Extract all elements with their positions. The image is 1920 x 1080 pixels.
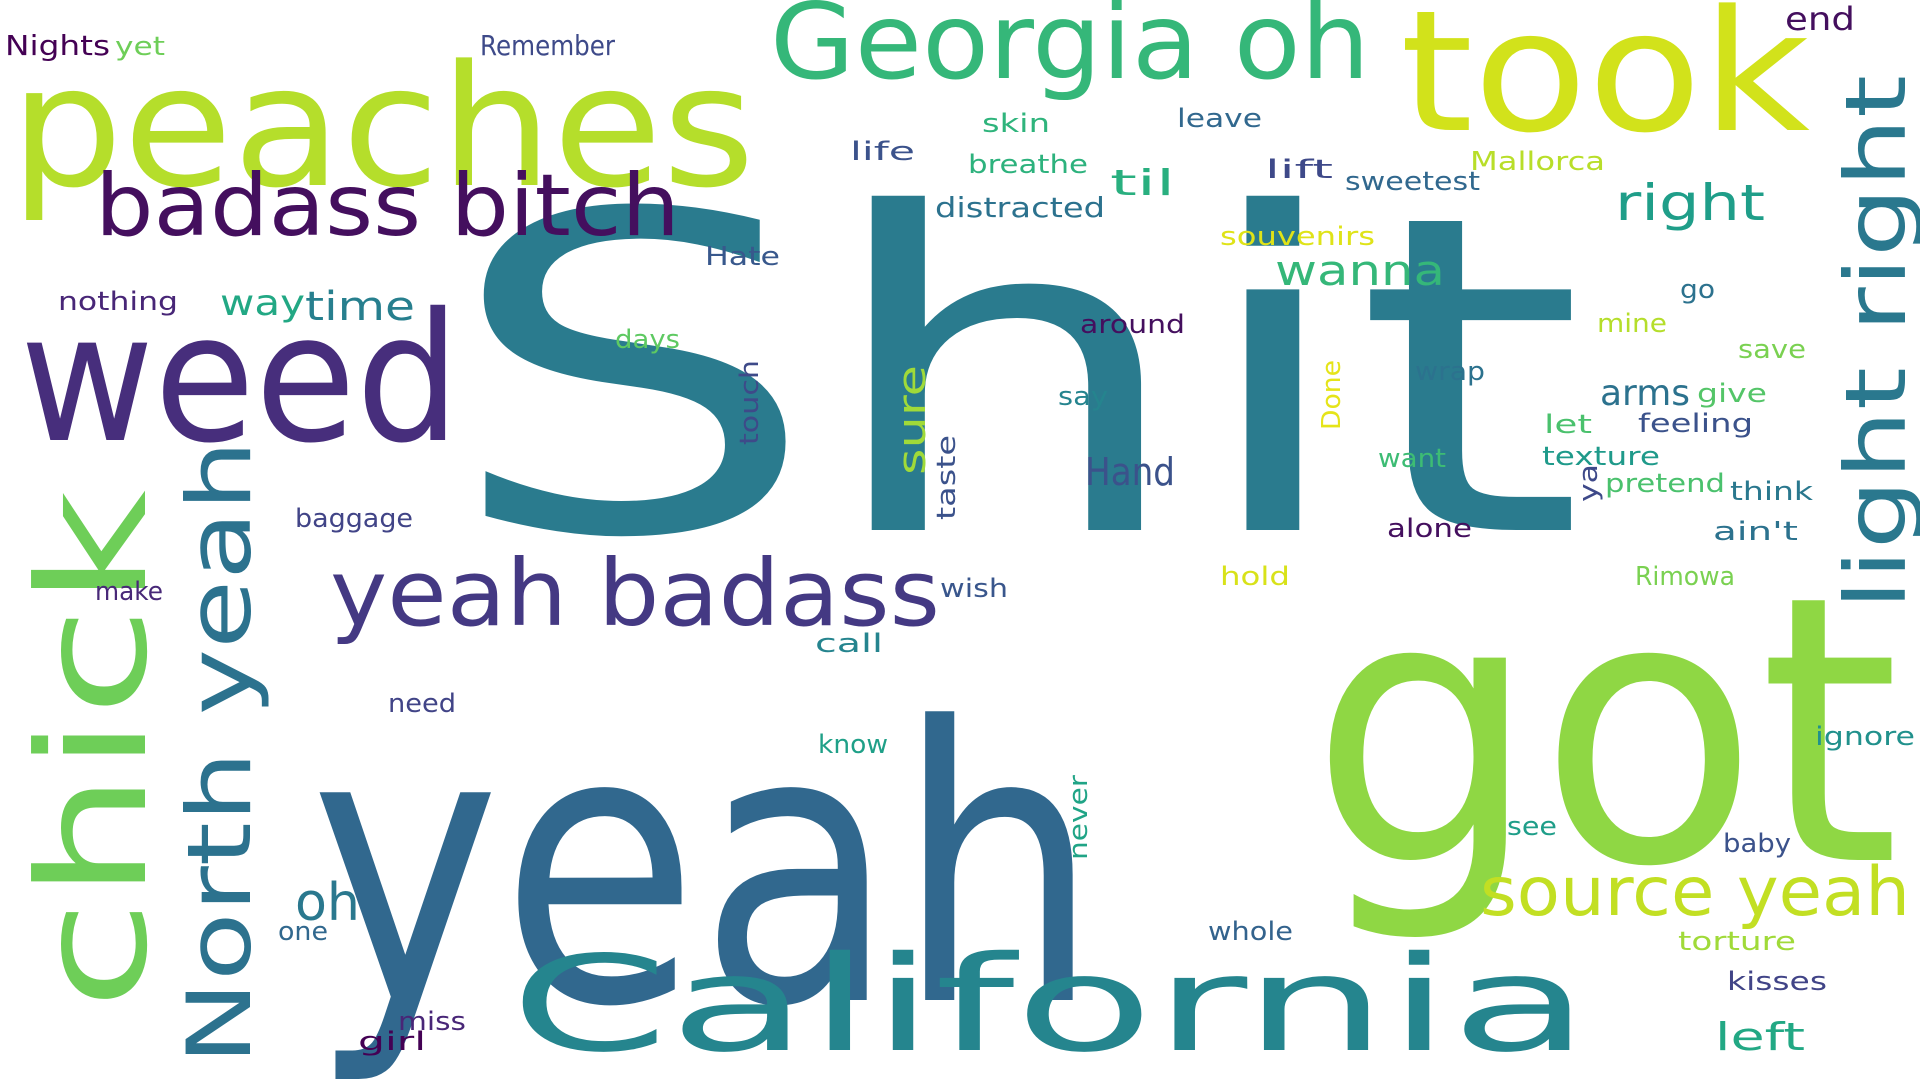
word-yeah-badass: yeah badass (330, 540, 940, 647)
word-source-yeah: source yeah (1480, 853, 1910, 932)
word-sure: sure (890, 365, 934, 475)
word-nights: Nights (5, 29, 110, 62)
word-wish: wish (940, 574, 1008, 604)
word-taste: taste (932, 435, 962, 520)
word-breathe: breathe (968, 150, 1088, 180)
word-never: never (1064, 775, 1094, 860)
word-rimowa: Rimowa (1635, 562, 1735, 592)
word-hate: Hate (705, 242, 780, 272)
word-save: save (1738, 335, 1806, 365)
word-one: one (278, 917, 328, 947)
word-california: California (510, 928, 1590, 1080)
word-distracted: distracted (935, 191, 1105, 224)
word-girl: girl (358, 1027, 426, 1057)
word-make: make (95, 577, 163, 607)
word-hand: Hand (1085, 450, 1175, 494)
word-let: let (1544, 410, 1592, 440)
word-left: left (1715, 1015, 1805, 1059)
word-done: Done (1317, 360, 1347, 430)
word-torture: torture (1678, 927, 1796, 957)
word-shit: Shit (445, 122, 1585, 634)
word-wrap: wrap (1415, 357, 1485, 387)
word-touch: touch (735, 360, 765, 445)
word-see: see (1507, 812, 1557, 842)
word-ain-t: ain't (1713, 517, 1798, 547)
word-end: end (1785, 0, 1855, 38)
word-wanna: wanna (1275, 246, 1445, 295)
word-light-right: light right (1827, 75, 1920, 610)
word-time: time (305, 284, 415, 330)
word-took: took (1400, 0, 1810, 170)
word-weed: weed (20, 275, 460, 482)
word-arms: arms (1600, 373, 1690, 414)
word-yeah: yeah (310, 647, 1100, 1080)
word-ignore: ignore (1815, 722, 1915, 752)
word-peaches: peaches (10, 29, 755, 225)
word-give: give (1697, 379, 1767, 409)
word-north-yeah: North yeah (168, 440, 271, 1065)
word-remember: Remember (480, 29, 615, 62)
word-need: need (388, 689, 456, 719)
word-hold: hold (1220, 562, 1290, 592)
word-mine: mine (1597, 309, 1667, 339)
word-kisses: kisses (1727, 967, 1827, 997)
word-call: call (815, 629, 883, 659)
word-oh: oh (295, 873, 360, 933)
word-souvenirs: souvenirs (1220, 222, 1375, 252)
word-baggage: baggage (295, 504, 413, 534)
word-texture: texture (1542, 442, 1660, 472)
word-skin: skin (982, 109, 1050, 139)
word-til: til (1110, 163, 1175, 204)
word-know: know (818, 730, 888, 760)
word-nothing: nothing (58, 287, 178, 317)
word-feeling: feeling (1638, 409, 1753, 439)
word-miss: miss (398, 1007, 466, 1037)
word-baby: baby (1723, 829, 1791, 859)
word-alone: alone (1387, 514, 1472, 544)
word-life: life (850, 137, 915, 167)
word-chick: chick (7, 490, 181, 1010)
word-days: days (615, 325, 680, 355)
word-badass-bitch: badass bitch (95, 156, 680, 256)
word-right: right (1615, 174, 1765, 232)
word-lift: lift (1265, 155, 1333, 185)
word-leave: leave (1177, 104, 1262, 134)
word-ya: ya (1574, 464, 1604, 502)
word-think: think (1730, 477, 1813, 507)
word-around: around (1080, 310, 1185, 340)
word-whole: whole (1208, 917, 1293, 947)
word-way: way (220, 283, 305, 324)
word-go: go (1680, 275, 1715, 305)
word-pretend: pretend (1605, 469, 1725, 499)
word-say: say (1058, 382, 1108, 412)
word-sweetest: sweetest (1345, 167, 1480, 197)
word-yet: yet (115, 32, 165, 62)
word-want: want (1378, 444, 1446, 474)
word-mallorca: Mallorca (1470, 147, 1605, 177)
word-georgia-oh: Georgia oh (770, 0, 1370, 103)
word-got: got (1310, 518, 1900, 948)
